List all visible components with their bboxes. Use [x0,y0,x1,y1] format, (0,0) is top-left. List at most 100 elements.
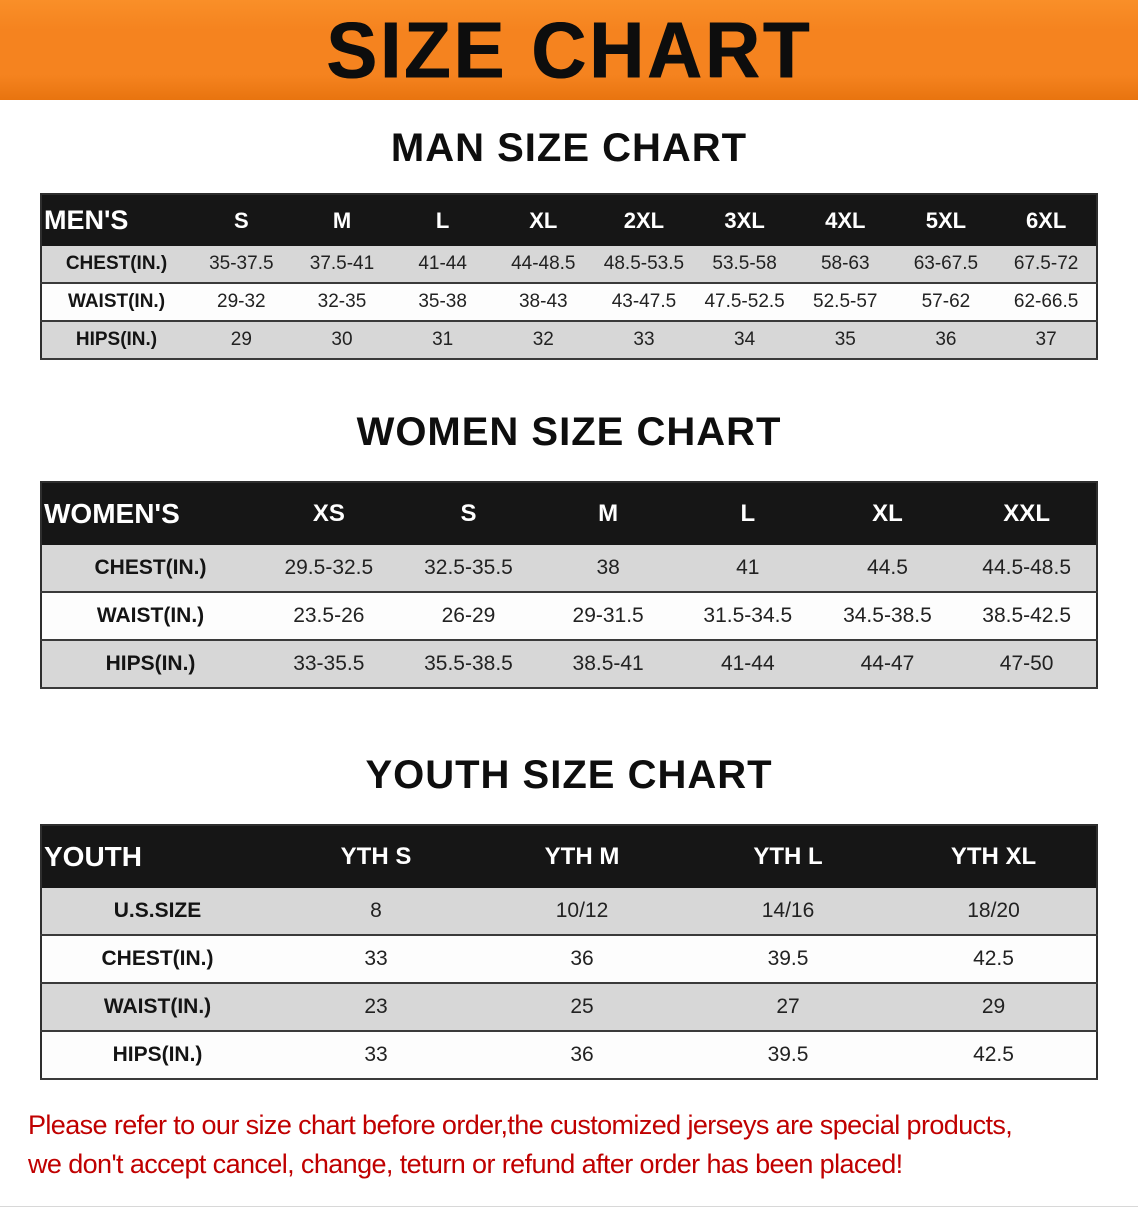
row-label-cell: WAIST(IN.) [41,983,273,1032]
table-row: HIPS(IN.) 29 30 31 32 33 34 35 36 37 [41,321,1097,360]
row-label-cell: U.S.SIZE [41,888,273,936]
size-header-cell: S [191,194,292,246]
value-cell: 29 [891,983,1097,1032]
value-cell: 32.5-35.5 [398,545,539,593]
table-title-cell: WOMEN'S [41,482,259,545]
table-row: WAIST(IN.) 23.5-26 26-29 29-31.5 31.5-34.5 34… [41,592,1097,641]
value-cell: 44.5 [817,545,958,593]
value-cell: 52.5-57 [794,283,896,322]
value-cell: 41 [677,545,818,593]
table-row: CHEST(IN.) 29.5-32.5 32.5-35.5 38 41 44.5 44.5… [41,545,1097,593]
size-header-cell: XS [259,482,399,545]
size-header-cell: YTH S [273,825,479,888]
table-row: CHEST(IN.) 35-37.5 37.5-41 41-44 44-48.5 48.5… [41,246,1097,284]
table-row: CHEST(IN.) 33 36 39.5 42.5 [41,935,1097,984]
value-cell: 38 [538,545,678,593]
value-cell: 23.5-26 [259,592,399,641]
value-cell: 63-67.5 [895,246,997,284]
size-header-cell: XL [492,194,594,246]
value-cell: 29.5-32.5 [259,545,399,593]
size-header-cell: YTH XL [891,825,1097,888]
value-cell: 37.5-41 [291,246,393,284]
table-row: WAIST(IN.) 29-32 32-35 35-38 38-43 43-47.5 47.… [41,283,1097,322]
value-cell: 36 [479,935,685,984]
value-cell: 41-44 [392,246,493,284]
value-cell: 10/12 [479,888,685,936]
row-label-cell: WAIST(IN.) [41,592,259,641]
table-row: HIPS(IN.) 33 36 39.5 42.5 [41,1031,1097,1080]
value-cell: 44.5-48.5 [957,545,1097,593]
size-header-cell: 3XL [694,194,795,246]
page-title: SIZE CHART [326,5,812,95]
value-cell: 29 [191,321,292,360]
women-section-heading: WOMEN SIZE CHART [356,410,782,454]
value-cell: 38.5-41 [538,640,678,689]
value-cell: 33 [273,1031,479,1080]
size-header-cell: L [677,482,818,545]
row-label-cell: WAIST(IN.) [41,283,191,322]
value-cell: 57-62 [895,283,997,322]
value-cell: 42.5 [891,1031,1097,1080]
value-cell: 67.5-72 [996,246,1097,284]
order-notice: Please refer to our size chart before or… [28,1110,1110,1206]
value-cell: 41-44 [677,640,818,689]
size-header-cell: 6XL [996,194,1097,246]
row-label-cell: HIPS(IN.) [41,640,259,689]
value-cell: 38-43 [492,283,594,322]
value-cell: 39.5 [685,935,891,984]
banner: SIZE CHART [0,0,1138,100]
value-cell: 8 [273,888,479,936]
row-label-cell: CHEST(IN.) [41,545,259,593]
value-cell: 14/16 [685,888,891,936]
value-cell: 33 [593,321,695,360]
youth-section: YOUTH SIZE CHART YOUTH YTH S YTH M YTH L YTH… [0,753,1138,1080]
value-cell: 32-35 [291,283,393,322]
value-cell: 26-29 [398,592,539,641]
value-cell: 18/20 [891,888,1097,936]
men-section-heading: MAN SIZE CHART [390,126,748,170]
value-cell: 44-48.5 [492,246,594,284]
value-cell: 62-66.5 [996,283,1097,322]
size-header-cell: S [398,482,539,545]
table-header-row: MEN'S S M L XL 2XL 3XL 4XL 5XL 6XL [41,194,1097,246]
value-cell: 35-37.5 [191,246,292,284]
table-header-row: YOUTH YTH S YTH M YTH L YTH XL [41,825,1097,888]
women-size-table: WOMEN'S XS S M L XL XXL CHEST(IN.) 29.5-32.5 32.5… [40,481,1098,689]
value-cell: 36 [479,1031,685,1080]
value-cell: 29-31.5 [538,592,678,641]
value-cell: 48.5-53.5 [593,246,695,284]
youth-size-table: YOUTH YTH S YTH M YTH L YTH XL U.S.SIZE 8 10/12… [40,824,1098,1080]
table-row: U.S.SIZE 8 10/12 14/16 18/20 [41,888,1097,936]
size-header-cell: 4XL [794,194,896,246]
value-cell: 34.5-38.5 [817,592,958,641]
value-cell: 47-50 [957,640,1097,689]
size-header-cell: M [291,194,393,246]
size-header-cell: YTH L [685,825,891,888]
value-cell: 44-47 [817,640,958,689]
row-label-cell: CHEST(IN.) [41,246,191,284]
value-cell: 29-32 [191,283,292,322]
value-cell: 35.5-38.5 [398,640,539,689]
value-cell: 23 [273,983,479,1032]
size-header-cell: 5XL [895,194,997,246]
size-header-cell: 2XL [593,194,695,246]
notice-line-1: Please refer to our size chart before or… [28,1110,1013,1140]
value-cell: 27 [685,983,891,1032]
size-header-cell: L [392,194,493,246]
table-row: WAIST(IN.) 23 25 27 29 [41,983,1097,1032]
row-label-cell: CHEST(IN.) [41,935,273,984]
value-cell: 38.5-42.5 [957,592,1097,641]
value-cell: 36 [895,321,997,360]
value-cell: 35-38 [392,283,493,322]
value-cell: 32 [492,321,594,360]
value-cell: 35 [794,321,896,360]
value-cell: 39.5 [685,1031,891,1080]
value-cell: 33-35.5 [259,640,399,689]
value-cell: 31.5-34.5 [677,592,818,641]
value-cell: 34 [694,321,795,360]
value-cell: 25 [479,983,685,1032]
value-cell: 53.5-58 [694,246,795,284]
youth-section-heading: YOUTH SIZE CHART [365,753,773,797]
value-cell: 47.5-52.5 [694,283,795,322]
value-cell: 31 [392,321,493,360]
